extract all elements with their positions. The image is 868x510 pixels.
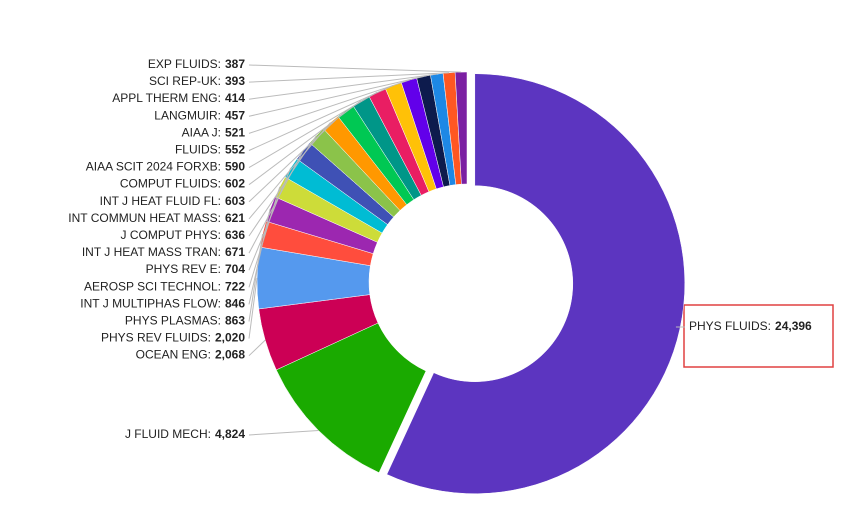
slice-value: 602 [225, 177, 245, 191]
slice-value: 636 [225, 228, 245, 242]
slice-value: 846 [225, 297, 245, 311]
slice-name: COMPUT FLUIDS: [120, 177, 221, 191]
slice-value: 414 [225, 91, 245, 105]
leader-line [248, 122, 331, 220]
leader-line [248, 110, 346, 203]
slice-value: 521 [225, 126, 245, 140]
slice-label: EXP FLUIDS: 387 [148, 57, 245, 71]
slice-label: SCI REP-UK: 393 [149, 74, 245, 88]
slice-label: PHYS FLUIDS: 24,396 [689, 319, 812, 333]
slice-name: APPL THERM ENG: [112, 91, 221, 105]
slice-label: APPL THERM ENG: 414 [112, 91, 245, 105]
slice-label: LANGMUIR: 457 [154, 108, 245, 122]
slice-value: 671 [225, 245, 245, 259]
slice-label: J COMPUT PHYS: 636 [121, 228, 246, 242]
leader-line [248, 100, 362, 186]
slice-name: AIAA SCIT 2024 FORXB: [86, 160, 221, 174]
slice-value: 2,068 [215, 348, 245, 362]
slice-value: 552 [225, 143, 245, 157]
slice-name: LANGMUIR: [154, 108, 221, 122]
slice-label: INT J MULTIPHAS FLOW: 846 [80, 297, 245, 311]
leader-line [248, 429, 319, 436]
slice-name: INT J HEAT MASS TRAN: [82, 245, 221, 259]
slice-label: AIAA SCIT 2024 FORXB: 590 [86, 160, 246, 174]
slice-label: FLUIDS: 552 [175, 143, 245, 157]
leader-line [248, 76, 424, 117]
slice-value: 704 [225, 262, 245, 276]
slice [386, 73, 686, 494]
leader-line [248, 64, 462, 73]
slice-value: 621 [225, 211, 245, 225]
slice-value: 4,824 [215, 427, 245, 441]
slice-label: AEROSP SCI TECHNOL: 722 [84, 279, 245, 293]
slice-value: 387 [225, 57, 245, 71]
slice-name: INT COMMUN HEAT MASS: [68, 211, 221, 225]
leader-line [248, 233, 264, 322]
slice-value: 603 [225, 194, 245, 208]
slice-name: INT J HEAT FLUID FL: [100, 194, 221, 208]
slice-name: INT J MULTIPHAS FLOW: [80, 297, 221, 311]
slice-label: INT COMMUN HEAT MASS: 621 [68, 211, 245, 225]
slice-label: OCEAN ENG: 2,068 [136, 348, 246, 362]
slice-label: PHYS PLASMAS: 863 [125, 314, 245, 328]
slice-label: INT J HEAT FLUID FL: 603 [100, 194, 246, 208]
slice-name: FLUIDS: [175, 143, 221, 157]
slice-label: AIAA J: 521 [182, 126, 246, 140]
slice-label: PHYS REV E: 704 [146, 262, 246, 276]
slice-name: PHYS REV E: [146, 262, 221, 276]
slice-name: J FLUID MECH: [125, 427, 211, 441]
slice-value: 863 [225, 314, 245, 328]
slice-name: PHYS REV FLUIDS: [101, 331, 211, 345]
slice-name: SCI REP-UK: [149, 74, 221, 88]
slice-value: 393 [225, 74, 245, 88]
slice-name: OCEAN ENG: [136, 348, 211, 362]
leader-line [248, 73, 437, 100]
slice-value: 590 [225, 160, 245, 174]
slice-label: PHYS REV FLUIDS: 2,020 [101, 331, 245, 345]
leader-line [248, 277, 258, 339]
slice-name: PHYS PLASMAS: [125, 314, 221, 328]
leader-line [248, 150, 304, 254]
slice-label: J FLUID MECH: 4,824 [125, 427, 245, 441]
slice-value: 2,020 [215, 331, 245, 345]
leader-line [248, 84, 394, 151]
leader-line [248, 72, 450, 83]
slice-name: J COMPUT PHYS: [121, 228, 221, 242]
leader-line [248, 91, 378, 169]
slice-value: 24,396 [775, 319, 812, 333]
leader-line [248, 79, 410, 134]
slice-name: EXP FLUIDS: [148, 57, 221, 71]
slice-name: AIAA J: [182, 126, 221, 140]
leader-line [248, 339, 266, 357]
slice-label: INT J HEAT MASS TRAN: 671 [82, 245, 245, 259]
slice-name: PHYS FLUIDS: [689, 319, 771, 333]
leader-line [248, 208, 271, 305]
slice-value: 722 [225, 279, 245, 293]
selection-box [683, 304, 834, 368]
slice-label: COMPUT FLUIDS: 602 [120, 177, 245, 191]
slice-name: AEROSP SCI TECHNOL: [84, 279, 221, 293]
slice-value: 457 [225, 108, 245, 122]
